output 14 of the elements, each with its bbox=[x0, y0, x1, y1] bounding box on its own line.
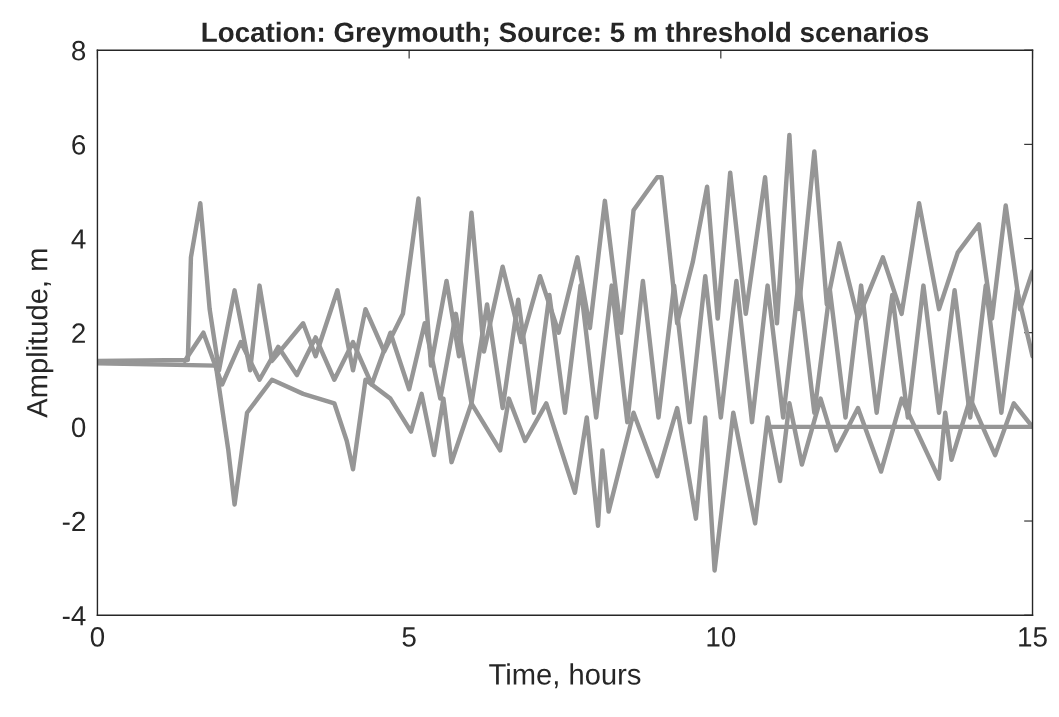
x-tick-label: 10 bbox=[707, 627, 736, 647]
y-tick-label: -2 bbox=[62, 511, 85, 532]
y-tick-label: 4 bbox=[71, 229, 86, 249]
y-axis-title: Amplitude, m bbox=[26, 249, 54, 418]
x-tick-label: 15 bbox=[1019, 627, 1047, 647]
x-axis-title: Time, hours bbox=[489, 663, 641, 689]
x-tick-label: 5 bbox=[402, 627, 416, 647]
y-tick-label: 0 bbox=[71, 417, 86, 438]
y-tick-label: 2 bbox=[72, 323, 85, 343]
x-tick-label: 0 bbox=[90, 627, 105, 647]
chart-title: Location: Greymouth; Source: 5 m threshold scenarios bbox=[202, 21, 929, 48]
y-tick-label: 6 bbox=[72, 135, 86, 155]
y-tick-label: -4 bbox=[62, 606, 86, 626]
y-tick-label: 8 bbox=[72, 40, 86, 61]
